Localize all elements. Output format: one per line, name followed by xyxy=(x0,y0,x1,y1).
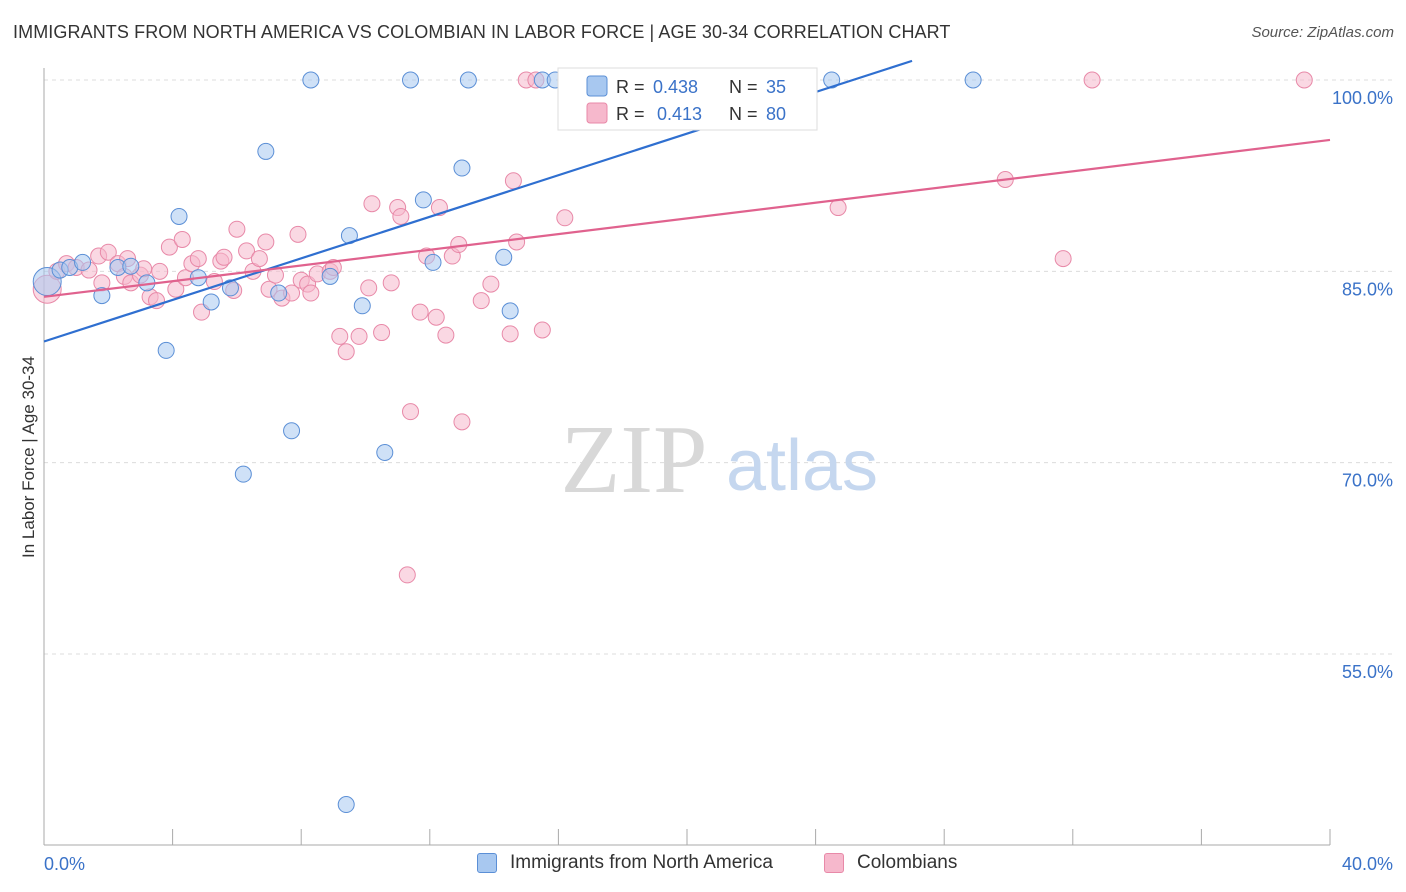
colombians-point-29 xyxy=(238,242,256,260)
colombians-point-32 xyxy=(257,233,275,251)
colombians-point-67 xyxy=(508,233,526,251)
y-tick-labels: 100.0% 85.0% 70.0% 55.0% xyxy=(1332,88,1393,682)
colombians-point-64 xyxy=(482,275,500,293)
legend-swatch-colombians xyxy=(824,853,844,873)
colombians-point-62 xyxy=(453,413,471,431)
north-america-point-23 xyxy=(402,71,420,89)
colombians-point-44 xyxy=(331,327,349,345)
stats-legend-n-value-1: 35 xyxy=(766,77,786,97)
north-america-point-18 xyxy=(321,267,339,285)
colombians-point-71 xyxy=(556,209,574,227)
colombians-point-31 xyxy=(250,250,268,268)
colombians-point-52 xyxy=(392,207,410,225)
stats-legend-r-value-2: 0.413 xyxy=(657,104,702,124)
y-axis-label: In Labor Force | Age 30-34 xyxy=(19,356,38,558)
colombians-point-70 xyxy=(533,321,551,339)
north-america-point-17 xyxy=(302,71,320,89)
north-america-point-28 xyxy=(495,248,513,266)
legend-label-north-america: Immigrants from North America xyxy=(510,852,773,873)
x-tick-label-min: 0.0% xyxy=(44,854,85,874)
colombians-point-47 xyxy=(360,279,378,297)
legend-item-colombians: Colombians xyxy=(824,852,957,874)
colombians-point-16 xyxy=(151,262,169,280)
chart-title: IMMIGRANTS FROM NORTH AMERICA VS COLOMBI… xyxy=(13,22,951,42)
colombians-point-78 xyxy=(1083,71,1101,89)
colombians-point-63 xyxy=(472,292,490,310)
colombians-point-28 xyxy=(228,220,246,238)
north-america-point-25 xyxy=(424,253,442,271)
source-label: Source: ZipAtlas.com xyxy=(1251,24,1394,41)
colombians-point-77 xyxy=(1054,250,1072,268)
stats-legend-r-label-2: R = xyxy=(616,104,650,124)
colombians-point-40 xyxy=(302,284,320,302)
colombians-point-46 xyxy=(350,327,368,345)
stats-legend-n-label-1: N = xyxy=(729,77,763,97)
colombians-point-22 xyxy=(189,250,207,268)
stats-legend-swatch-pink xyxy=(586,102,608,124)
watermark: ZIP atlas xyxy=(561,406,879,514)
north-america-point-9 xyxy=(170,207,188,225)
colombians-point-66 xyxy=(504,172,522,190)
colombians-point-45 xyxy=(337,343,355,361)
colombians-point-17 xyxy=(160,238,178,256)
north-america-point-34 xyxy=(964,71,982,89)
north-america-point-3 xyxy=(74,253,92,271)
colombians-point-48 xyxy=(363,195,381,213)
north-america-point-24 xyxy=(414,191,432,209)
gridlines xyxy=(44,79,1393,655)
colombians-point-26 xyxy=(215,248,233,266)
x-ticks xyxy=(43,829,1331,845)
trend-line-colombians xyxy=(43,138,1331,298)
colombians-point-19 xyxy=(173,230,191,248)
legend-label-colombians: Colombians xyxy=(857,852,958,873)
colombians-point-53 xyxy=(398,566,416,584)
colombians-point-65 xyxy=(501,325,519,343)
stats-legend-r-value-1: 0.438 xyxy=(653,77,698,97)
north-america-point-11 xyxy=(202,293,220,311)
colombians-point-57 xyxy=(427,308,445,326)
colombians-point-37 xyxy=(289,225,307,243)
north-america-point-12 xyxy=(221,279,239,297)
bottom-legend: Immigrants from North America Colombians xyxy=(0,849,1406,879)
watermark-zip: ZIP xyxy=(561,406,708,514)
north-america-point-14 xyxy=(257,142,275,160)
north-america-point-13 xyxy=(234,465,252,483)
north-america-point-21 xyxy=(353,297,371,315)
stats-legend-r-label-1: R = xyxy=(616,77,650,97)
legend-item-north-america: Immigrants from North America xyxy=(477,852,773,874)
colombians-point-49 xyxy=(373,324,391,342)
colombians-point-50 xyxy=(382,274,400,292)
colombians-point-59 xyxy=(437,326,455,344)
series-north-america-points xyxy=(32,71,982,814)
stats-legend: R = 0.438 N = 35 R = 0.413 N = 80 xyxy=(557,67,818,131)
x-tick-label-max: 40.0% xyxy=(1342,854,1393,874)
y-tick-label-0: 100.0% xyxy=(1332,88,1393,108)
y-tick-label-2: 70.0% xyxy=(1342,471,1393,491)
stats-legend-swatch-blue xyxy=(586,75,608,97)
north-america-point-19 xyxy=(337,796,355,814)
y-tick-label-1: 85.0% xyxy=(1342,279,1393,299)
colombians-point-75 xyxy=(829,199,847,217)
north-america-point-6 xyxy=(122,257,140,275)
colombians-point-7 xyxy=(99,243,117,261)
watermark-atlas: atlas xyxy=(726,426,878,506)
north-america-point-8 xyxy=(157,341,175,359)
y-tick-label-3: 55.0% xyxy=(1342,662,1393,682)
colombians-point-79 xyxy=(1295,71,1313,89)
stats-legend-n-label-2: N = xyxy=(729,104,763,124)
north-america-point-15 xyxy=(270,284,288,302)
north-america-point-22 xyxy=(376,443,394,461)
north-america-point-4 xyxy=(93,287,111,305)
north-america-point-29 xyxy=(501,302,519,320)
north-america-point-16 xyxy=(283,422,301,440)
legend-swatch-north-america xyxy=(477,853,497,873)
north-america-point-27 xyxy=(459,71,477,89)
stats-legend-n-value-2: 80 xyxy=(766,104,786,124)
colombians-point-55 xyxy=(411,303,429,321)
north-america-point-26 xyxy=(453,159,471,177)
colombians-point-54 xyxy=(402,403,420,421)
